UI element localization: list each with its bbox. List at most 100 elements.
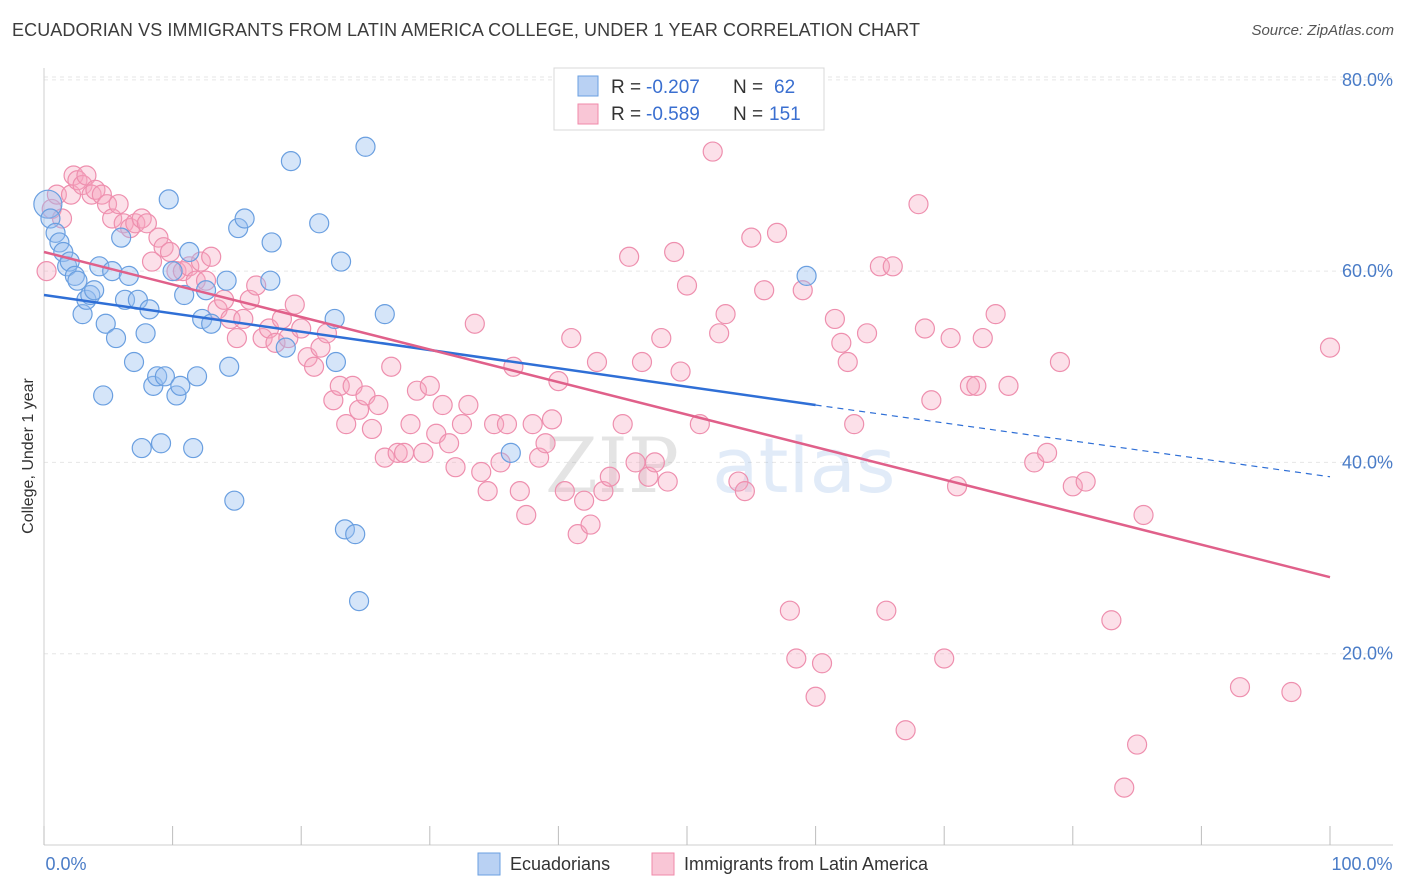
ecuadorian-point — [330, 251, 352, 272]
immigrant-point — [876, 600, 897, 621]
legend-r-value-2: -0.589 — [646, 104, 700, 125]
immigrant-point — [381, 356, 402, 377]
immigrant-point — [715, 304, 736, 325]
trend-lines — [43, 250, 1331, 579]
ecuadorian-point — [170, 375, 191, 396]
bottom-legend-ecuadorians: Ecuadorians — [510, 854, 610, 874]
bottom-legend-swatch-blue — [477, 852, 501, 876]
ecuadorian-point — [84, 280, 105, 301]
legend-r-label-1: R = — [611, 77, 641, 98]
immigrant-point — [36, 261, 57, 282]
immigrant-point — [226, 327, 247, 349]
immigrant-point — [477, 481, 498, 502]
immigrant-point — [400, 414, 421, 435]
immigrant-point — [651, 327, 672, 349]
y-tick-label: 80.0% — [1342, 70, 1393, 90]
immigrant-point — [374, 447, 395, 468]
ecuadorian-point — [158, 189, 179, 210]
legend-n-value-1: 62 — [774, 77, 795, 98]
immigrant-point — [516, 504, 537, 526]
immigrant-point — [1319, 337, 1341, 358]
immigrant-point — [959, 375, 981, 396]
immigrant-point — [303, 356, 325, 377]
immigrant-point — [1101, 610, 1122, 631]
trend-line-ecuadorians-extension — [815, 404, 1331, 478]
immigrant-point — [779, 600, 800, 621]
immigrant-point — [201, 246, 222, 267]
x-tick-label-min: 0.0% — [45, 854, 86, 874]
immigrant-point — [741, 227, 762, 248]
y-tick-label: 40.0% — [1342, 452, 1393, 472]
y-axis-title: College, Under 1 year — [20, 378, 37, 534]
immigrant-point — [522, 414, 543, 435]
ecuadorian-point — [183, 437, 204, 459]
immigrant-point — [914, 318, 936, 339]
immigrant-point — [445, 457, 466, 478]
immigrant-point — [148, 227, 169, 248]
immigrant-point — [1075, 471, 1096, 492]
immigrant-point — [413, 442, 434, 463]
ecuadorian-point — [348, 590, 370, 612]
ecuadorian-point — [33, 189, 63, 219]
immigrant-point — [824, 308, 845, 330]
immigrant-point — [1126, 734, 1148, 755]
x-ticks — [43, 826, 1331, 845]
immigrant-point — [946, 476, 968, 497]
x-tick-label-max: 100.0% — [1331, 854, 1392, 874]
ecuadorian-point — [162, 261, 183, 282]
immigrant-point — [844, 414, 865, 435]
ecuadorian-point — [374, 304, 395, 325]
immigrant-point — [612, 414, 633, 435]
bottom-legend-swatch-pink — [651, 852, 675, 876]
immigrant-point — [619, 246, 640, 267]
y-tick-label: 20.0% — [1342, 644, 1393, 664]
immigrant-point — [471, 461, 492, 483]
ecuadorian-point — [150, 433, 172, 454]
ecuadorian-point — [147, 366, 168, 387]
ecuadorian-point — [67, 270, 88, 291]
legend-n-label-1: N = — [733, 77, 763, 98]
immigrant-point — [284, 294, 305, 315]
immigrant-point — [670, 361, 691, 382]
ecuadorian-point — [334, 519, 356, 540]
series-ecuadorians-points — [33, 136, 817, 612]
ecuadorian-point — [345, 524, 366, 545]
immigrant-point — [464, 313, 485, 334]
immigrant-point — [291, 318, 312, 339]
immigrant-point — [393, 442, 415, 463]
immigrant-point — [786, 648, 807, 669]
immigrant-point — [831, 332, 852, 353]
immigrant-point — [1114, 777, 1135, 798]
immigrant-point — [664, 241, 685, 263]
immigrant-point — [676, 275, 698, 296]
immigrant-point — [451, 414, 473, 435]
immigrant-point — [1229, 677, 1251, 698]
legend-swatch-pink — [577, 103, 599, 125]
immigrant-point — [432, 394, 453, 416]
immigrant-point — [136, 213, 157, 234]
immigrant-point — [1133, 504, 1154, 526]
immigrant-point — [387, 442, 408, 463]
legend-n-label-2: N = — [733, 104, 763, 125]
ecuadorian-point — [93, 385, 114, 406]
immigrant-point — [837, 351, 858, 373]
legend-n-value-2: 151 — [769, 104, 801, 125]
ecuadorian-point — [111, 227, 132, 248]
ecuadorian-point — [131, 437, 152, 459]
immigrant-point — [108, 194, 129, 215]
ecuadorian-point — [219, 356, 240, 377]
series-legend: Ecuadorians Immigrants from Latin Americ… — [477, 852, 929, 876]
immigrant-point — [856, 323, 878, 344]
immigrant-point — [709, 323, 730, 344]
immigrant-point — [1036, 442, 1058, 463]
ecuadorian-point — [135, 323, 156, 344]
y-tick-labels: 20.0% 40.0% 60.0% 80.0% — [1342, 70, 1393, 664]
immigrant-point — [580, 514, 601, 535]
immigrant-point — [574, 490, 595, 511]
gridlines — [44, 76, 1393, 655]
immigrant-point — [631, 351, 653, 373]
immigrant-point — [159, 241, 181, 263]
correlation-legend: R = -0.207 N = 62 R = -0.589 N = 151 — [553, 67, 825, 131]
ecuadorian-point — [355, 136, 376, 157]
immigrant-point — [336, 414, 357, 435]
